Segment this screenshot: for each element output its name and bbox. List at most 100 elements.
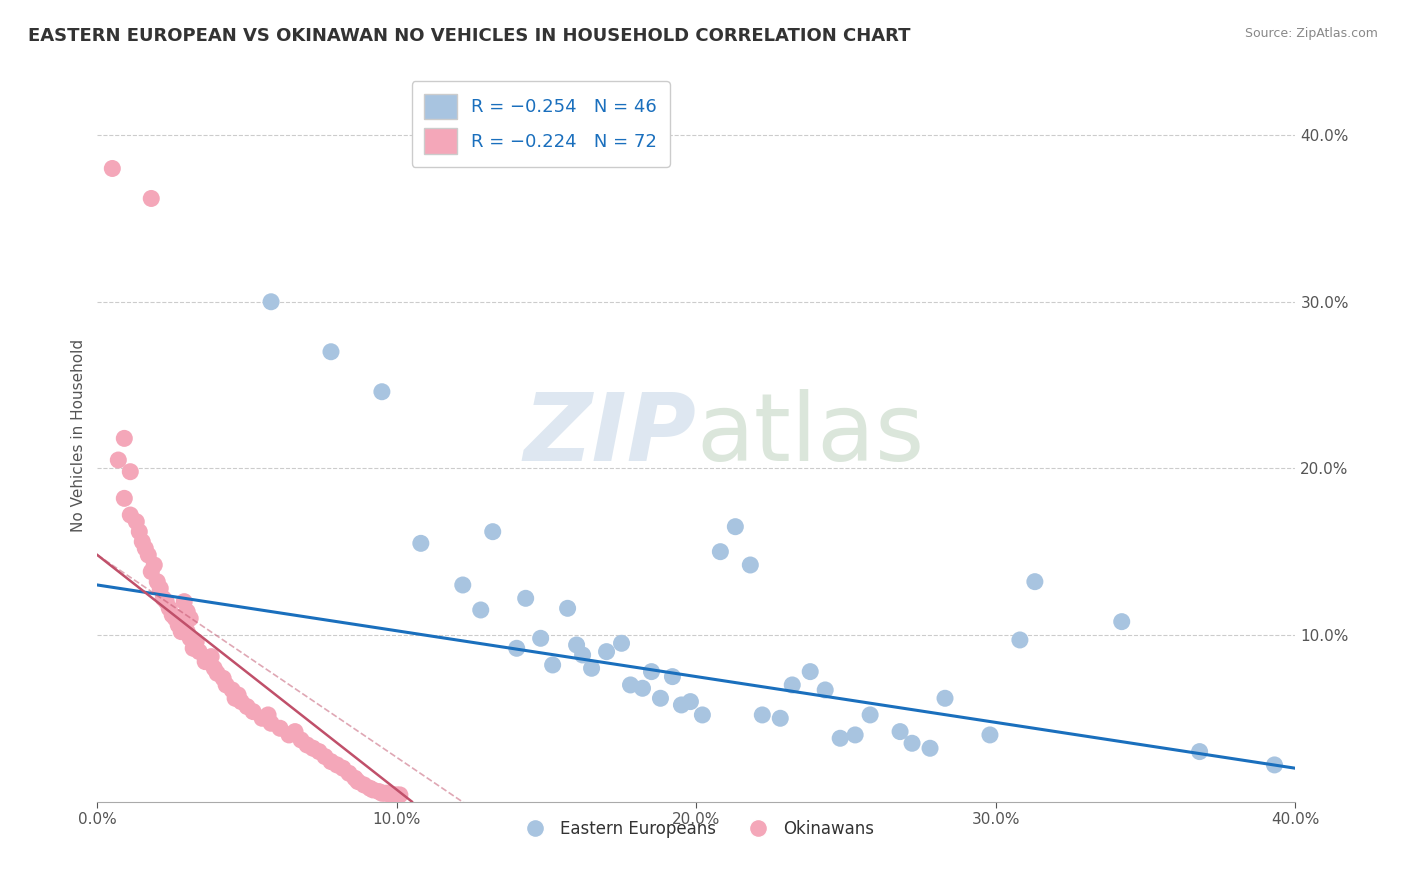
Point [1263, 758, 1285, 772]
Point [724, 519, 747, 533]
Point [844, 728, 866, 742]
Point [934, 691, 956, 706]
Point [319, 344, 342, 359]
Point [799, 665, 821, 679]
Text: EASTERN EUROPEAN VS OKINAWAN NO VEHICLES IN HOUSEHOLD CORRELATION CHART: EASTERN EUROPEAN VS OKINAWAN NO VEHICLES… [28, 27, 911, 45]
Point [141, 192, 163, 206]
Point [314, 749, 336, 764]
Point [295, 738, 318, 752]
Point [901, 736, 924, 750]
Point [367, 784, 389, 798]
Point [170, 624, 193, 639]
Point [679, 695, 702, 709]
Point [769, 711, 792, 725]
Point [359, 781, 381, 796]
Point [120, 465, 142, 479]
Point [179, 611, 201, 625]
Point [332, 761, 354, 775]
Point [302, 741, 325, 756]
Point [361, 783, 384, 797]
Point [229, 695, 252, 709]
Point [167, 618, 190, 632]
Point [308, 745, 330, 759]
Point [409, 536, 432, 550]
Point [780, 678, 803, 692]
Text: ZIP: ZIP [523, 389, 696, 481]
Point [353, 778, 375, 792]
Point [451, 578, 474, 592]
Point [181, 641, 204, 656]
Point [692, 708, 714, 723]
Point [112, 431, 135, 445]
Point [260, 294, 283, 309]
Point [650, 691, 672, 706]
Point [176, 605, 198, 619]
Point [202, 661, 225, 675]
Point [640, 665, 662, 679]
Point [226, 688, 249, 702]
Point [470, 603, 492, 617]
Point [530, 632, 553, 646]
Point [595, 645, 617, 659]
Point [250, 711, 273, 725]
Point [979, 728, 1001, 742]
Point [200, 649, 222, 664]
Point [371, 786, 394, 800]
Point [481, 524, 503, 539]
Point [382, 788, 405, 802]
Point [918, 741, 941, 756]
Legend: Eastern Europeans, Okinawans: Eastern Europeans, Okinawans [512, 814, 880, 845]
Point [1008, 632, 1031, 647]
Point [107, 453, 129, 467]
Point [337, 766, 360, 780]
Point [631, 681, 654, 696]
Point [385, 788, 408, 802]
Point [165, 611, 187, 625]
Point [515, 591, 537, 606]
Point [143, 558, 166, 572]
Point [284, 724, 307, 739]
Point [120, 508, 142, 522]
Point [541, 657, 564, 672]
Point [830, 731, 852, 746]
Point [1024, 574, 1046, 589]
Point [136, 548, 159, 562]
Point [740, 558, 762, 572]
Point [859, 708, 882, 723]
Point [571, 648, 593, 662]
Point [319, 755, 342, 769]
Point [152, 591, 174, 606]
Point [176, 624, 198, 639]
Point [257, 708, 280, 723]
Point [186, 634, 208, 648]
Point [374, 786, 396, 800]
Point [326, 758, 349, 772]
Point [377, 786, 399, 800]
Point [557, 601, 579, 615]
Point [128, 524, 150, 539]
Point [157, 601, 180, 615]
Point [112, 491, 135, 506]
Point [215, 678, 238, 692]
Point [278, 728, 301, 742]
Text: atlas: atlas [696, 389, 925, 481]
Point [155, 594, 177, 608]
Point [610, 636, 633, 650]
Point [131, 534, 153, 549]
Point [101, 161, 124, 176]
Point [347, 774, 370, 789]
Point [149, 582, 172, 596]
Point [565, 638, 588, 652]
Point [290, 733, 312, 747]
Point [224, 691, 246, 706]
Point [212, 671, 235, 685]
Point [343, 771, 366, 785]
Point [160, 607, 183, 622]
Point [709, 544, 731, 558]
Point [269, 721, 291, 735]
Point [236, 699, 259, 714]
Point [221, 682, 243, 697]
Point [388, 788, 411, 802]
Point [505, 641, 527, 656]
Point [173, 594, 195, 608]
